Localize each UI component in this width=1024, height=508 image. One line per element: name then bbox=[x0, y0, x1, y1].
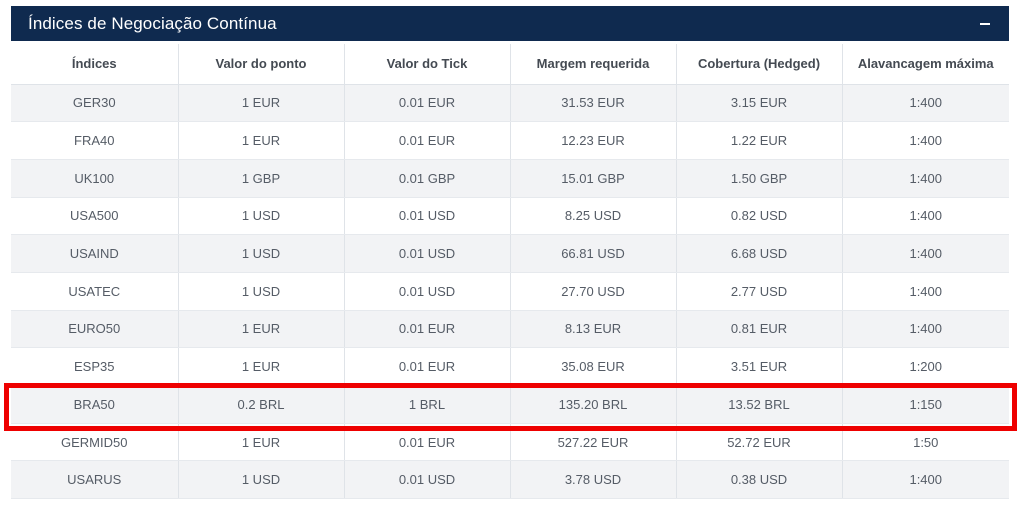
tick-value-cell: 0.01 USD bbox=[344, 197, 511, 236]
table-row: GERMID50 1 EUR 0.01 EUR 527.22 EUR 52.72 EUR… bbox=[11, 423, 1009, 462]
column-header-point-value: Valor do ponto bbox=[178, 44, 345, 85]
index-name-cell: GERMID50 bbox=[11, 423, 179, 462]
table-row: USA500 1 USD 0.01 USD 8.25 USD 0.82 USD 1:400 bbox=[11, 197, 1009, 236]
required-margin-cell: 8.13 EUR bbox=[510, 310, 677, 349]
hedged-cell: 0.38 USD bbox=[676, 460, 843, 500]
point-value-cell: 1 USD bbox=[178, 460, 345, 500]
tick-value-cell: 0.01 USD bbox=[344, 234, 511, 273]
required-margin-cell: 31.53 EUR bbox=[510, 84, 677, 123]
panel-title: Índices de Negociação Contínua bbox=[28, 13, 277, 33]
required-margin-cell: 15.01 GBP bbox=[510, 159, 677, 198]
required-margin-cell: 66.81 USD bbox=[510, 234, 677, 273]
point-value-cell: 1 USD bbox=[178, 197, 345, 236]
max-leverage-cell: 1:400 bbox=[842, 121, 1009, 160]
hedged-cell: 3.51 EUR bbox=[676, 347, 843, 386]
max-leverage-cell: 1:400 bbox=[842, 460, 1009, 500]
max-leverage-cell: 1:50 bbox=[842, 423, 1009, 462]
minus-icon[interactable] bbox=[975, 14, 995, 34]
column-header-max-leverage: Alavancagem máxima bbox=[842, 44, 1009, 85]
index-name-cell: USARUS bbox=[11, 460, 179, 500]
point-value-cell: 1 EUR bbox=[178, 310, 345, 349]
tick-value-cell: 0.01 USD bbox=[344, 272, 511, 311]
indices-panel: Índices de Negociação Contínua Índices V… bbox=[11, 6, 1009, 500]
table-row: GER30 1 EUR 0.01 EUR 31.53 EUR 3.15 EUR 1:400 bbox=[11, 84, 1009, 123]
max-leverage-cell: 1:400 bbox=[842, 234, 1009, 273]
max-leverage-cell: 1:400 bbox=[842, 272, 1009, 311]
point-value-cell: 0.2 BRL bbox=[178, 385, 345, 424]
max-leverage-cell: 1:400 bbox=[842, 197, 1009, 236]
hedged-cell: 1.50 GBP bbox=[676, 159, 843, 198]
tick-value-cell: 0.01 GBP bbox=[344, 159, 511, 198]
column-header-tick-value: Valor do Tick bbox=[344, 44, 511, 85]
max-leverage-cell: 1:400 bbox=[842, 159, 1009, 198]
hedged-cell: 0.82 USD bbox=[676, 197, 843, 236]
column-header-required-margin: Margem requerida bbox=[510, 44, 677, 85]
table-row: USAIND 1 USD 0.01 USD 66.81 USD 6.68 USD 1:40… bbox=[11, 234, 1009, 273]
table-row: UK100 1 GBP 0.01 GBP 15.01 GBP 1.50 GBP 1:400 bbox=[11, 159, 1009, 198]
index-name-cell: USAIND bbox=[11, 234, 179, 273]
index-name-cell: FRA40 bbox=[11, 121, 179, 160]
tick-value-cell: 0.01 USD bbox=[344, 460, 511, 500]
hedged-cell: 0.81 EUR bbox=[676, 310, 843, 349]
required-margin-cell: 8.25 USD bbox=[510, 197, 677, 236]
hedged-cell: 1.22 EUR bbox=[676, 121, 843, 160]
table-row: EURO50 1 EUR 0.01 EUR 8.13 EUR 0.81 EUR 1:400 bbox=[11, 310, 1009, 349]
required-margin-cell: 3.78 USD bbox=[510, 460, 677, 500]
indices-table: Índices Valor do ponto Valor do Tick Mar… bbox=[11, 44, 1009, 500]
required-margin-cell: 12.23 EUR bbox=[510, 121, 677, 160]
tick-value-cell: 1 BRL bbox=[344, 385, 511, 424]
point-value-cell: 1 EUR bbox=[178, 84, 345, 123]
point-value-cell: 1 EUR bbox=[178, 423, 345, 462]
max-leverage-cell: 1:400 bbox=[842, 84, 1009, 123]
index-name-cell: UK100 bbox=[11, 159, 179, 198]
hedged-cell: 52.72 EUR bbox=[676, 423, 843, 462]
point-value-cell: 1 USD bbox=[178, 234, 345, 273]
table-row: ESP35 1 EUR 0.01 EUR 35.08 EUR 3.51 EUR 1:200 bbox=[11, 347, 1009, 386]
column-header-hedged: Cobertura (Hedged) bbox=[676, 44, 843, 85]
index-name-cell: GER30 bbox=[11, 84, 179, 123]
index-name-cell: BRA50 bbox=[11, 385, 179, 424]
point-value-cell: 1 GBP bbox=[178, 159, 345, 198]
table-header-row: Índices Valor do ponto Valor do Tick Mar… bbox=[11, 44, 1009, 85]
index-name-cell: EURO50 bbox=[11, 310, 179, 349]
max-leverage-cell: 1:200 bbox=[842, 347, 1009, 386]
max-leverage-cell: 1:400 bbox=[842, 310, 1009, 349]
column-header-indices: Índices bbox=[11, 44, 179, 85]
tick-value-cell: 0.01 EUR bbox=[344, 121, 511, 160]
hedged-cell: 2.77 USD bbox=[676, 272, 843, 311]
required-margin-cell: 135.20 BRL bbox=[510, 385, 677, 424]
tick-value-cell: 0.01 EUR bbox=[344, 310, 511, 349]
panel-header[interactable]: Índices de Negociação Contínua bbox=[11, 6, 1009, 44]
hedged-cell: 6.68 USD bbox=[676, 234, 843, 273]
table-row: FRA40 1 EUR 0.01 EUR 12.23 EUR 1.22 EUR 1:400 bbox=[11, 121, 1009, 160]
tick-value-cell: 0.01 EUR bbox=[344, 423, 511, 462]
table-row: USARUS 1 USD 0.01 USD 3.78 USD 0.38 USD 1:400 bbox=[11, 460, 1009, 500]
max-leverage-cell: 1:150 bbox=[842, 385, 1009, 424]
required-margin-cell: 527.22 EUR bbox=[510, 423, 677, 462]
hedged-cell: 3.15 EUR bbox=[676, 84, 843, 123]
point-value-cell: 1 EUR bbox=[178, 347, 345, 386]
point-value-cell: 1 EUR bbox=[178, 121, 345, 160]
index-name-cell: USATEC bbox=[11, 272, 179, 311]
required-margin-cell: 27.70 USD bbox=[510, 272, 677, 311]
required-margin-cell: 35.08 EUR bbox=[510, 347, 677, 386]
index-name-cell: USA500 bbox=[11, 197, 179, 236]
table-row: BRA50 0.2 BRL 1 BRL 135.20 BRL 13.52 BRL 1:15… bbox=[11, 385, 1009, 424]
table-row: USATEC 1 USD 0.01 USD 27.70 USD 2.77 USD 1:40… bbox=[11, 272, 1009, 311]
index-name-cell: ESP35 bbox=[11, 347, 179, 386]
hedged-cell: 13.52 BRL bbox=[676, 385, 843, 424]
point-value-cell: 1 USD bbox=[178, 272, 345, 311]
tick-value-cell: 0.01 EUR bbox=[344, 84, 511, 123]
tick-value-cell: 0.01 EUR bbox=[344, 347, 511, 386]
